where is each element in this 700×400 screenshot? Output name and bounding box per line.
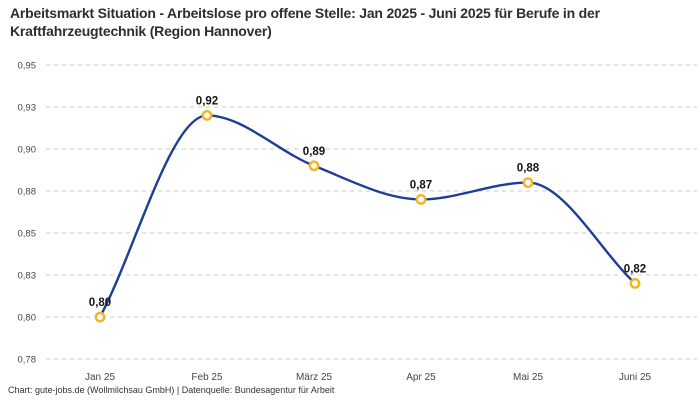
chart-attribution: Chart: gute-jobs.de (Wollmilchsau GmbH) … <box>8 385 335 395</box>
x-axis-tick-label: Mai 25 <box>513 372 543 383</box>
y-axis-tick-label: 0,93 <box>18 103 37 114</box>
x-axis-tick-label: Juni 25 <box>619 372 652 383</box>
trend-line <box>98 114 637 319</box>
y-axis-tick-label: 0,95 <box>18 61 37 72</box>
y-axis-tick-label: 0,78 <box>18 355 37 366</box>
data-point-marker[interactable] <box>94 311 106 323</box>
data-point-marker[interactable] <box>522 177 534 189</box>
y-axis-tick-label: 0,85 <box>18 229 37 240</box>
data-point-marker[interactable] <box>308 160 320 172</box>
x-axis-tick-label: Jan 25 <box>85 372 115 383</box>
data-point-label: 0,82 <box>624 263 646 275</box>
data-point-marker[interactable] <box>415 193 427 205</box>
data-point-label: 0,89 <box>303 146 325 158</box>
y-axis-tick-label: 0,88 <box>18 187 37 198</box>
data-point-label: 0,80 <box>89 297 111 309</box>
x-axis-tick-label: Feb 25 <box>191 372 223 383</box>
y-axis-tick-label: 0,83 <box>18 271 37 282</box>
y-axis-tick-label: 0,90 <box>18 145 37 156</box>
x-axis-tick-label: März 25 <box>296 372 333 383</box>
x-axis-tick-label: Apr 25 <box>406 372 436 383</box>
data-point-label: 0,92 <box>196 95 218 107</box>
data-point-marker[interactable] <box>201 110 213 121</box>
data-point-label: 0,87 <box>410 179 432 191</box>
data-point-marker[interactable] <box>629 277 641 289</box>
data-point-label: 0,88 <box>517 163 540 175</box>
y-axis-tick-label: 0,80 <box>18 313 37 324</box>
chart-title: Arbeitsmarkt Situation - Arbeitslose pro… <box>10 5 600 40</box>
